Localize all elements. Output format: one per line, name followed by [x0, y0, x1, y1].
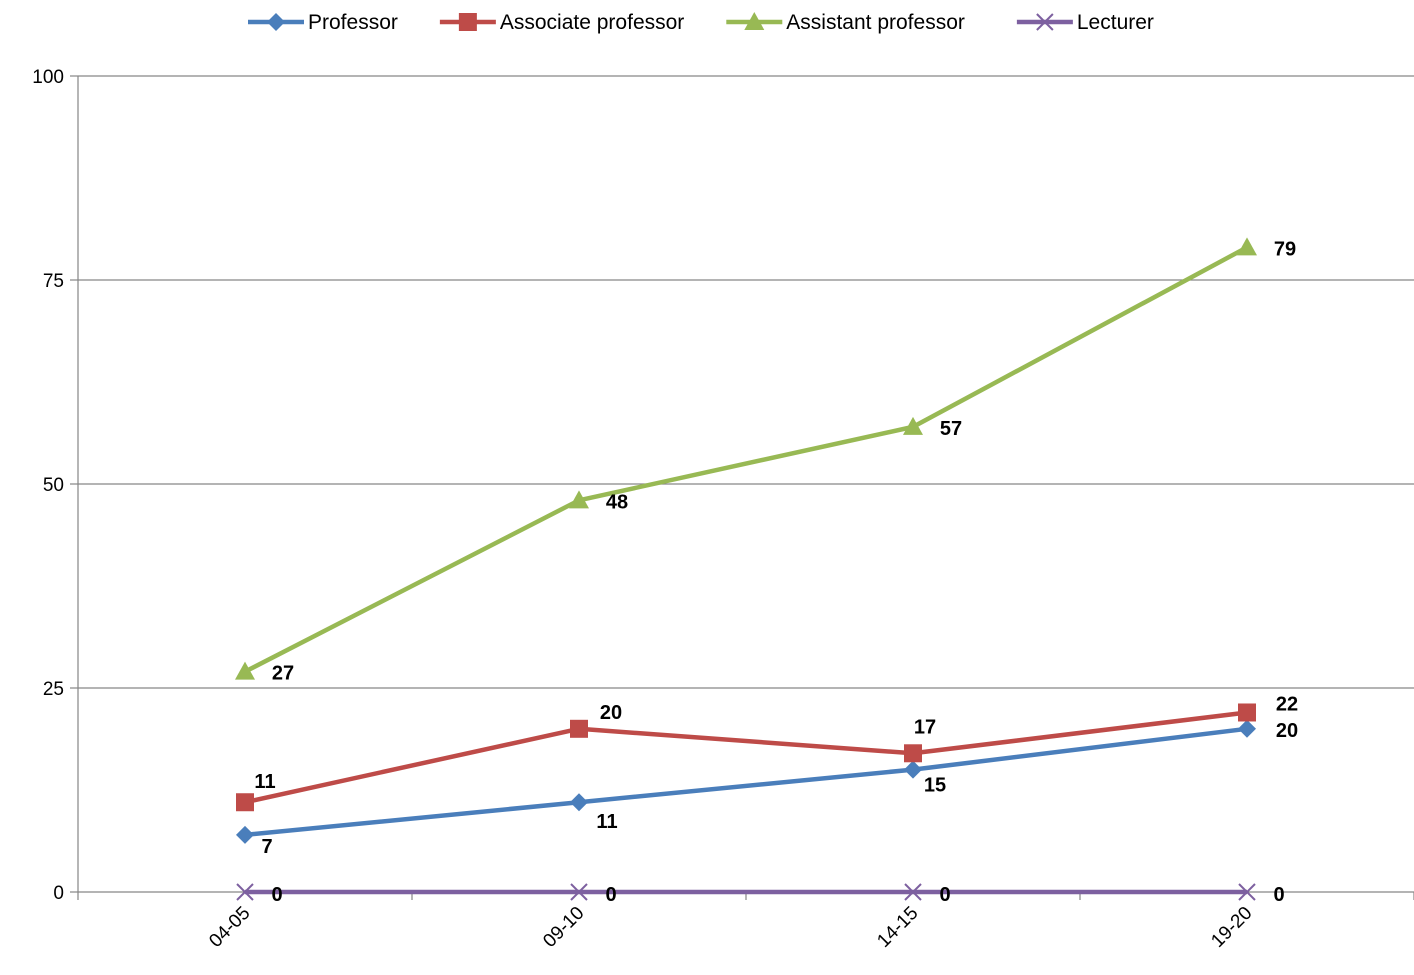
data-label-assistant-professor-19-20: 79 [1274, 238, 1296, 260]
data-label-lecturer-04-05: 0 [271, 884, 282, 906]
point-assistant-professor-04-05 [235, 661, 255, 680]
gridlines [78, 75, 1414, 689]
point-associate-professor-04-05 [236, 793, 254, 812]
data-label-assistant-professor-09-10: 48 [606, 491, 628, 513]
point-lecturer-19-20 [1238, 883, 1256, 901]
y-tick-label-50: 50 [43, 475, 64, 496]
data-label-professor-14-15: 15 [924, 775, 946, 797]
data-label-professor-04-05: 7 [261, 836, 272, 858]
point-lecturer-04-05 [236, 883, 254, 901]
point-professor-04-05 [236, 825, 254, 844]
point-lecturer-09-10 [570, 883, 588, 901]
point-associate-professor-09-10 [570, 719, 588, 738]
data-label-professor-19-20: 20 [1276, 720, 1298, 742]
legend-label-professor: Professor [308, 11, 398, 34]
point-professor-14-15 [904, 760, 922, 779]
y-tick-label-100: 100 [32, 67, 64, 88]
legend-label-lecturer: Lecturer [1077, 11, 1154, 34]
data-labels: 7 11 15 20 11 20 17 22 27 48 57 79 0 0 0 0 [254, 238, 1298, 906]
series-line-professor [244, 726, 1248, 838]
legend-marker-professor [267, 13, 285, 31]
legend-item-associate-professor: Associate professor [439, 11, 684, 34]
data-label-associate-professor-14-15: 17 [914, 716, 936, 738]
series-line-associate-professor [244, 710, 1248, 805]
legend-item-assistant-professor: Assistant professor [726, 11, 965, 34]
legend-item-lecturer: Lecturer [1016, 11, 1154, 34]
legend: Professor Associate professor Assistant pr… [248, 11, 1154, 34]
data-label-assistant-professor-04-05: 27 [272, 663, 294, 685]
x-tick-label-04-05: 04-05 [205, 903, 254, 952]
x-tick-label-14-15: 14-15 [873, 903, 922, 952]
point-professor-19-20 [1238, 719, 1256, 738]
legend-label-assistant-professor: Assistant professor [786, 11, 965, 34]
legend-marker-lecturer [1036, 13, 1054, 31]
x-tick-label-19-20: 19-20 [1207, 903, 1256, 952]
y-tick-label-75: 75 [43, 271, 64, 292]
series-line-assistant-professor [243, 245, 1249, 674]
legend-marker-assistant-professor [744, 12, 765, 30]
data-label-associate-professor-09-10: 20 [600, 702, 622, 724]
data-label-associate-professor-04-05: 11 [254, 771, 275, 793]
point-associate-professor-14-15 [904, 744, 922, 763]
data-label-professor-09-10: 11 [596, 811, 617, 833]
data-label-associate-professor-19-20: 22 [1276, 693, 1298, 715]
series-group [235, 237, 1257, 901]
y-tick-label-0: 0 [53, 883, 64, 904]
data-label-assistant-professor-14-15: 57 [940, 418, 962, 440]
data-label-lecturer-09-10: 0 [605, 884, 616, 906]
data-label-lecturer-19-20: 0 [1273, 884, 1284, 906]
point-professor-09-10 [570, 793, 588, 812]
legend-item-professor: Professor [248, 11, 398, 34]
point-associate-professor-19-20 [1238, 703, 1256, 722]
point-assistant-professor-09-10 [569, 490, 589, 509]
y-tick-label-25: 25 [43, 679, 64, 700]
legend-label-associate-professor: Associate professor [500, 11, 684, 34]
y-axis-ticks: 0 25 50 75 100 [32, 67, 78, 904]
legend-marker-associate-professor [458, 13, 477, 31]
data-label-lecturer-14-15: 0 [939, 884, 950, 906]
point-assistant-professor-19-20 [1237, 237, 1257, 256]
x-tick-label-09-10: 09-10 [539, 903, 588, 952]
point-lecturer-14-15 [904, 883, 922, 901]
point-assistant-professor-14-15 [903, 416, 923, 435]
